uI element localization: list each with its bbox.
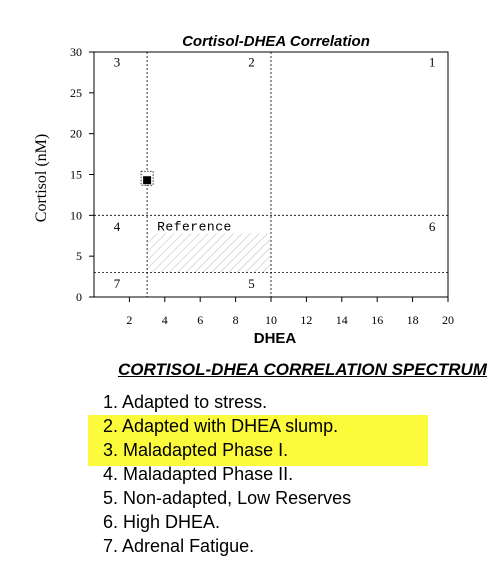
chart-title: Cortisol-DHEA Correlation <box>182 33 370 50</box>
y-tick-label: 5 <box>76 249 82 263</box>
reference-area <box>147 233 271 273</box>
zone-label: 7 <box>114 276 121 291</box>
y-tick-label: 0 <box>76 290 82 304</box>
x-tick-label: 12 <box>300 313 312 327</box>
spectrum-title: CORTISOL-DHEA CORRELATION SPECTRUM <box>118 360 487 379</box>
zone-label: 3 <box>114 55 121 70</box>
zone-label: 4 <box>114 219 121 234</box>
y-tick-label: 20 <box>70 127 82 141</box>
x-axis-label: DHEA <box>254 330 297 347</box>
zone-label: 1 <box>429 55 436 70</box>
zone-label: 6 <box>429 219 436 234</box>
y-tick-label: 10 <box>70 208 82 222</box>
y-tick-label: 25 <box>70 86 82 100</box>
highlight-band <box>88 415 428 466</box>
y-tick-label: 15 <box>70 168 82 182</box>
y-axis-label: Cortisol (nM) <box>33 134 50 222</box>
x-tick-label: 18 <box>407 313 419 327</box>
spectrum-item-3: 3. Maladapted Phase I. <box>103 440 289 460</box>
x-tick-label: 20 <box>442 313 454 327</box>
spectrum-item-5: 5. Non-adapted, Low Reserves <box>103 488 352 508</box>
spectrum-item-2: 2. Adapted with DHEA slump. <box>103 416 339 436</box>
zone-label: 5 <box>248 276 255 291</box>
spectrum-item-6: 6. High DHEA. <box>103 512 221 532</box>
x-tick-label: 2 <box>126 313 132 327</box>
x-tick-label: 10 <box>265 313 277 327</box>
reference-label: Reference <box>157 219 232 234</box>
x-tick-label: 14 <box>336 313 348 327</box>
cortisol-dhea-chart: Cortisol-DHEA Correlation Cortisol (nM) … <box>33 33 454 347</box>
spectrum-item-4: 4. Maladapted Phase II. <box>103 464 294 484</box>
x-tick-label: 4 <box>162 313 168 327</box>
x-tick-label: 16 <box>371 313 383 327</box>
y-tick-label: 30 <box>70 45 82 59</box>
data-point <box>143 176 152 185</box>
spectrum-item-1: 1. Adapted to stress. <box>103 392 268 412</box>
x-tick-label: 6 <box>197 313 203 327</box>
x-tick-label: 8 <box>233 313 239 327</box>
spectrum-item-7: 7. Adrenal Fatigue. <box>103 536 255 556</box>
zone-label: 2 <box>248 55 255 70</box>
